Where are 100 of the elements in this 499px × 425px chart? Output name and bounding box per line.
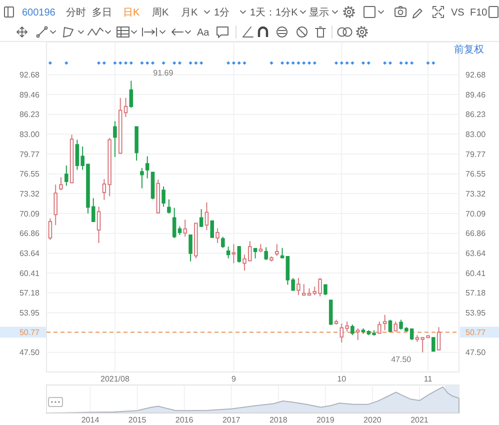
candlestick <box>356 328 360 341</box>
y-tick-label: 66.86 <box>19 229 40 238</box>
candlestick <box>258 244 263 253</box>
y-tick-label: 86.23 <box>19 110 40 120</box>
candlestick <box>237 246 241 264</box>
text: 前复权 <box>454 44 484 56</box>
x-tick-label: 2019 <box>316 415 335 424</box>
candlestick <box>324 284 328 296</box>
candlestick <box>204 202 209 231</box>
y-tick-label: 73.32 <box>19 189 40 198</box>
x-tick-label: 2016 <box>175 415 194 424</box>
candlestick <box>96 206 101 244</box>
text: Aa <box>197 28 210 38</box>
candlestick <box>156 179 160 214</box>
candlestick <box>296 277 300 296</box>
text: 1天：1分K <box>250 6 298 18</box>
candlestick <box>394 321 398 332</box>
candlestick <box>216 228 220 244</box>
y2-tick-label: 83.00 <box>466 130 486 139</box>
y-tick-label: 89.46 <box>19 90 40 100</box>
candlestick <box>183 219 188 238</box>
y-tick-label: 53.95 <box>19 308 40 318</box>
candlestick <box>48 218 52 240</box>
candlestick <box>54 184 58 226</box>
y2-tick-label: 66.86 <box>466 229 486 238</box>
candlestick <box>162 186 166 208</box>
y-tick-label: 76.55 <box>19 170 40 179</box>
x-tick-label: 2020 <box>364 415 382 424</box>
text: 1分 <box>214 6 230 18</box>
candlestick <box>274 244 279 256</box>
candlestick <box>140 167 144 189</box>
x-tick-label: 2021/08 <box>100 374 130 384</box>
x-tick-label: 2017 <box>222 415 241 424</box>
annotation: 47.50 <box>391 355 412 364</box>
text: 周K <box>152 8 169 18</box>
y-tick-label: 60.41 <box>19 268 40 278</box>
y-tick-label: 79.77 <box>19 150 40 159</box>
x-tick-label: 9 <box>231 374 236 384</box>
y-tick-label: 47.50 <box>19 348 40 358</box>
candlestick <box>436 326 441 351</box>
candlestick <box>221 236 225 248</box>
y-tick-label: 70.09 <box>19 209 40 218</box>
x-tick-label: 11 <box>424 374 433 384</box>
y2-tick-label: 73.32 <box>466 189 486 198</box>
candlestick <box>59 176 63 191</box>
text: 50.77 <box>19 328 40 338</box>
candlestick <box>378 321 382 334</box>
y2-tick-label: 79.77 <box>466 150 486 159</box>
text: 月K <box>181 8 198 18</box>
candlestick <box>264 246 268 261</box>
y-tick-label: 63.64 <box>19 248 40 258</box>
y-tick-label: 57.18 <box>19 288 40 298</box>
candlestick <box>328 300 333 326</box>
annotation: 91.69 <box>153 68 174 78</box>
y2-tick-label: 76.55 <box>466 170 486 179</box>
y-tick-label: 92.68 <box>19 70 40 80</box>
candlestick <box>178 226 182 236</box>
y2-tick-label: 70.09 <box>466 209 486 218</box>
candlestick <box>253 248 258 259</box>
x-tick-label: 10 <box>337 374 347 384</box>
x-tick-label: 2015 <box>128 415 147 424</box>
candlestick <box>226 246 230 259</box>
candlestick <box>188 234 192 262</box>
candlestick <box>113 120 117 158</box>
candlestick <box>210 220 214 239</box>
candlestick <box>382 314 387 331</box>
y2-tick-label: 92.68 <box>466 70 486 80</box>
candlestick <box>280 247 284 259</box>
text: 日K <box>123 8 140 18</box>
x-tick-label: 2014 <box>81 415 100 424</box>
y2-tick-label: 47.50 <box>466 348 486 358</box>
candlestick <box>70 134 74 184</box>
candlestick <box>64 165 68 186</box>
y2-tick-label: 63.64 <box>466 248 486 258</box>
y2-tick-label: 86.23 <box>466 110 486 120</box>
y-tick-label: 83.00 <box>19 130 40 139</box>
x-tick-label: 2021 <box>410 415 429 424</box>
text: 600196 <box>22 8 56 18</box>
y2-tick-label: 57.18 <box>466 288 486 298</box>
y2-tick-label: 60.41 <box>466 268 486 278</box>
candlestick <box>129 80 134 108</box>
candlestick <box>172 207 176 239</box>
candlestick <box>150 172 155 200</box>
candlestick <box>199 208 204 228</box>
candlestick <box>134 126 138 162</box>
candlestick <box>194 222 198 259</box>
y2-tick-label: 53.95 <box>466 308 486 318</box>
ref-line-label: 50.77 <box>466 328 486 338</box>
candlestick <box>334 319 338 326</box>
candlestick <box>145 156 150 179</box>
candlestick <box>432 336 436 352</box>
candlestick <box>167 198 171 214</box>
text: 多日 <box>92 6 112 18</box>
text: F10 <box>470 8 488 18</box>
candlestick <box>232 244 236 264</box>
candlestick <box>270 256 274 262</box>
text: 分时 <box>66 6 86 18</box>
text: 显示 <box>309 8 329 18</box>
text: VS <box>451 8 465 18</box>
y2-tick-label: 89.46 <box>466 90 486 100</box>
